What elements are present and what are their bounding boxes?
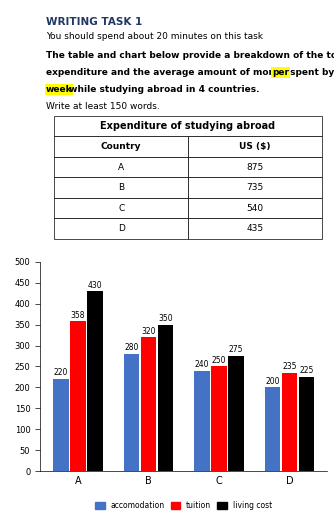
Text: The table and chart below provide a breakdown of the total: The table and chart below provide a brea…	[46, 51, 334, 60]
Text: B: B	[118, 183, 124, 192]
Bar	[211, 367, 227, 471]
FancyBboxPatch shape	[188, 218, 322, 239]
FancyBboxPatch shape	[188, 157, 322, 177]
Text: Write at least 150 words.: Write at least 150 words.	[46, 101, 160, 111]
FancyBboxPatch shape	[54, 218, 188, 239]
Text: Country: Country	[101, 142, 142, 151]
Text: 235: 235	[282, 362, 297, 371]
Text: 275: 275	[229, 346, 243, 354]
Text: 430: 430	[88, 281, 102, 290]
Text: while studying abroad in 4 countries.: while studying abroad in 4 countries.	[66, 85, 260, 94]
Text: week: week	[46, 85, 72, 94]
Text: D: D	[118, 224, 125, 233]
Text: C: C	[118, 204, 124, 212]
FancyBboxPatch shape	[188, 198, 322, 218]
FancyBboxPatch shape	[54, 198, 188, 218]
Bar	[299, 377, 314, 471]
Bar	[87, 291, 103, 471]
Text: Expenditure of studying abroad: Expenditure of studying abroad	[101, 121, 276, 131]
Text: 225: 225	[299, 366, 314, 375]
Text: WRITING TASK 1: WRITING TASK 1	[46, 17, 142, 28]
Text: A: A	[118, 163, 124, 172]
FancyBboxPatch shape	[54, 177, 188, 198]
FancyBboxPatch shape	[188, 177, 322, 198]
FancyBboxPatch shape	[54, 116, 322, 137]
FancyBboxPatch shape	[54, 137, 188, 157]
Text: per: per	[272, 68, 289, 77]
Bar	[70, 322, 86, 471]
Text: 358: 358	[70, 311, 85, 319]
Bar	[228, 356, 244, 471]
Text: 435: 435	[246, 224, 263, 233]
FancyBboxPatch shape	[54, 157, 188, 177]
Text: 350: 350	[158, 314, 173, 323]
Text: You should spend about 20 minutes on this task: You should spend about 20 minutes on thi…	[46, 32, 263, 41]
Bar	[265, 388, 280, 471]
Text: 200: 200	[266, 377, 280, 386]
Text: 540: 540	[246, 204, 263, 212]
Text: 250: 250	[212, 356, 226, 365]
Text: 320: 320	[141, 327, 156, 335]
Bar	[282, 373, 297, 471]
Text: US ($): US ($)	[239, 142, 271, 151]
Bar	[141, 337, 156, 471]
Text: 240: 240	[195, 360, 209, 369]
Text: 280: 280	[124, 343, 139, 352]
Text: 875: 875	[246, 163, 264, 172]
Text: 220: 220	[54, 368, 68, 377]
Bar	[53, 379, 69, 471]
Bar	[158, 325, 173, 471]
Bar	[124, 354, 139, 471]
Legend: accomodation, tuition, living cost: accomodation, tuition, living cost	[93, 498, 275, 512]
Text: expenditure and the average amount of money spent by students: expenditure and the average amount of mo…	[46, 68, 334, 77]
FancyBboxPatch shape	[188, 137, 322, 157]
Text: 735: 735	[246, 183, 264, 192]
Bar	[194, 371, 210, 471]
